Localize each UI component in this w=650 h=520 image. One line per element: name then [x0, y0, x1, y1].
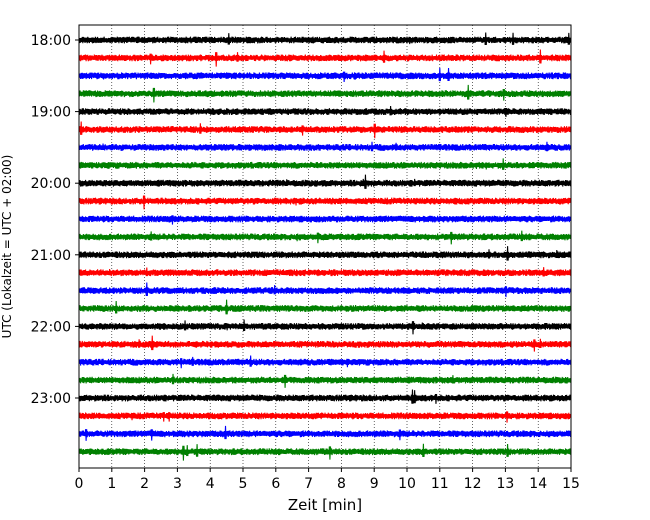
x-axis-label: Zeit [min]	[288, 496, 362, 514]
trace-1945	[78, 158, 572, 170]
x-tick-label: 11	[431, 476, 449, 492]
y-tick-label: 20:00	[31, 176, 71, 192]
trace-2030	[78, 215, 572, 225]
trace-1830	[78, 67, 572, 83]
x-tick-label: 0	[75, 476, 84, 492]
trace-1915	[78, 121, 572, 139]
trace-2200	[78, 319, 572, 335]
x-tick-label: 2	[140, 476, 149, 492]
y-tick-label: 22:00	[31, 319, 71, 335]
trace-2000	[78, 174, 572, 189]
y-tick-label: 19:00	[31, 105, 71, 121]
trace-2115	[78, 267, 572, 277]
x-tick-label: 3	[173, 476, 182, 492]
trace-2315	[78, 411, 572, 423]
trace-2045	[78, 230, 572, 245]
x-tick-label: 1	[107, 476, 116, 492]
y-axis-ticks: 18:00 19:00 20:00 21:00 22:00 23:00	[31, 33, 79, 407]
x-tick-label: 4	[206, 476, 215, 492]
x-tick-label: 6	[271, 476, 280, 492]
x-tick-label: 8	[337, 476, 346, 492]
trace-2100	[78, 246, 572, 261]
x-tick-label: 12	[464, 476, 482, 492]
plot-frame	[78, 24, 572, 469]
trace-2330	[78, 425, 572, 441]
trace-1800	[78, 32, 572, 45]
x-tick-label: 7	[304, 476, 313, 492]
x-tick-label: 9	[370, 476, 379, 492]
x-axis-ticks: 0 1 2 3 4 5 6 7 8 9 10 11 12 13 14 15	[75, 468, 580, 492]
trace-2130	[78, 282, 572, 298]
x-tick-label: 5	[239, 476, 248, 492]
y-tick-label: 21:00	[31, 248, 71, 264]
trace-2300	[78, 389, 572, 404]
y-axis-label: UTC (Lokalzeit = UTC + 02:00)	[0, 155, 14, 339]
trace-2230	[78, 355, 572, 369]
x-tick-label: 10	[398, 476, 416, 492]
trace-1815	[78, 49, 572, 67]
seismic-traces	[78, 32, 572, 461]
x-tick-label: 13	[496, 476, 514, 492]
trace-2245	[78, 373, 572, 388]
y-tick-label: 18:00	[31, 33, 71, 49]
trace-2215	[78, 335, 572, 352]
trace-1900	[78, 106, 572, 118]
trace-2145	[78, 299, 572, 315]
trace-1845	[78, 84, 572, 103]
trace-1930	[78, 141, 572, 152]
y-tick-label: 23:00	[31, 391, 71, 407]
grid-lines	[111, 25, 539, 468]
x-tick-label: 15	[562, 476, 580, 492]
x-tick-label: 14	[529, 476, 547, 492]
trace-2345	[78, 443, 572, 461]
trace-2015	[78, 195, 572, 210]
